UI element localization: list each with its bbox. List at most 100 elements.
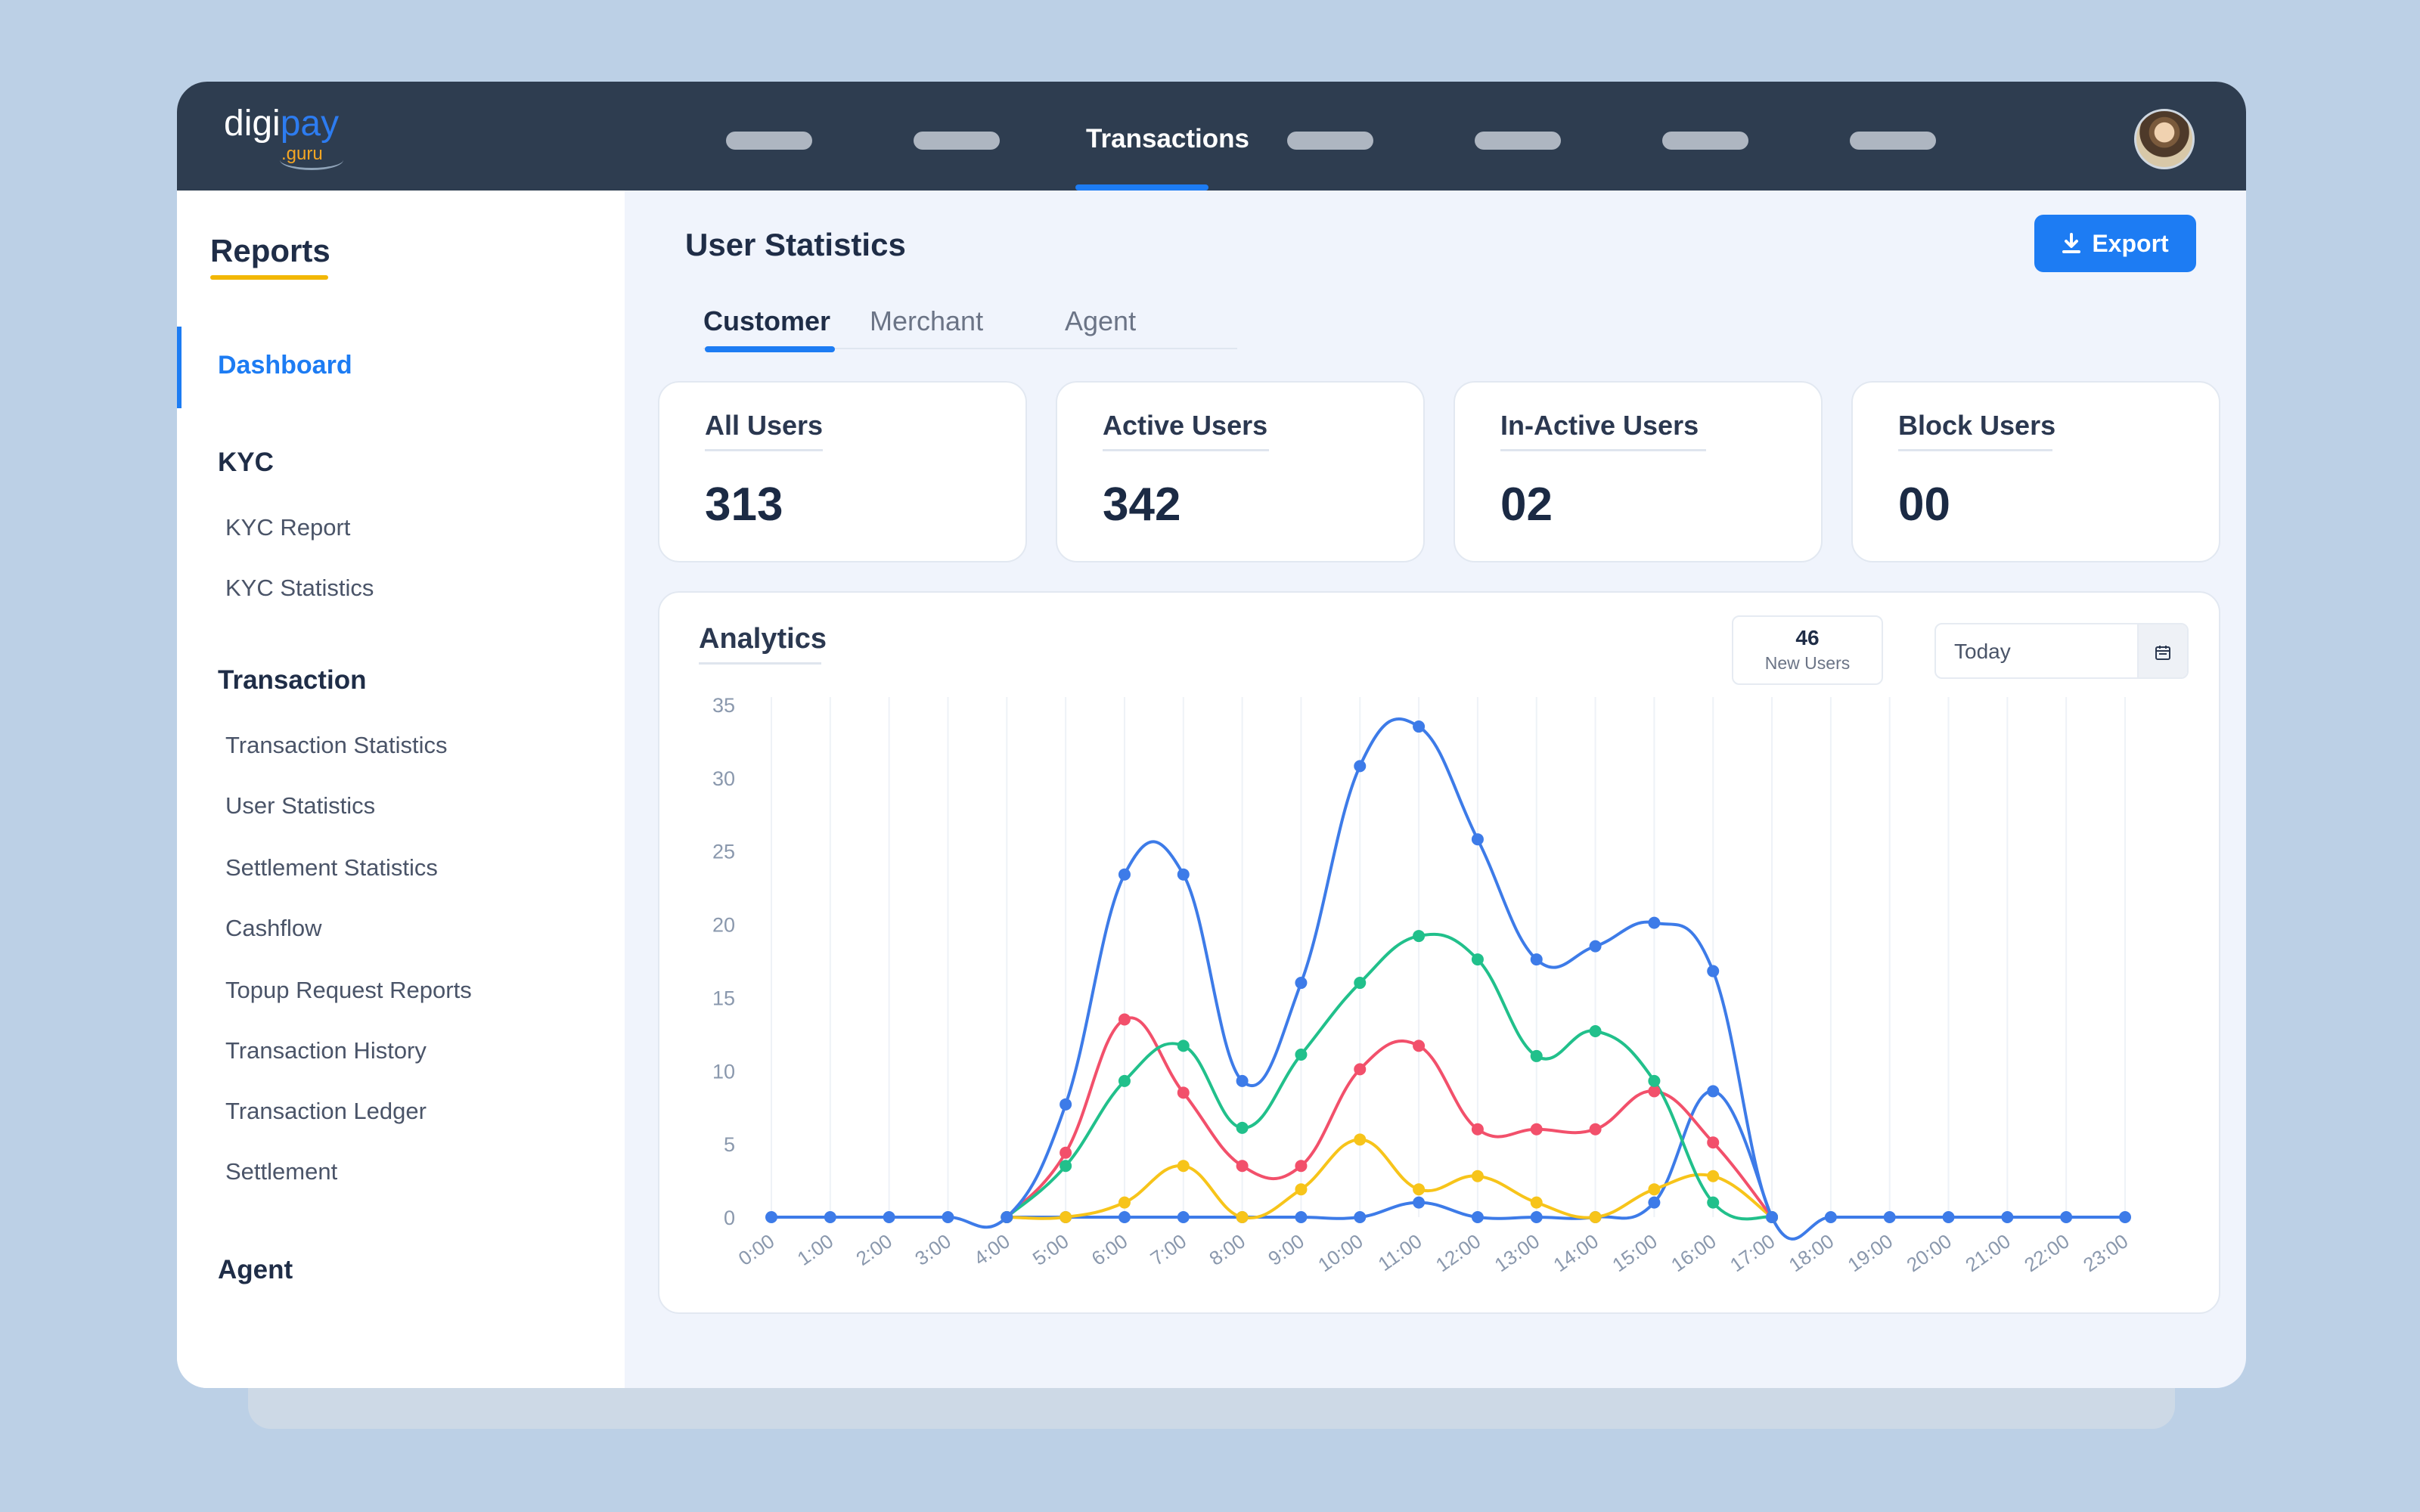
sidebar-item-transaction-statistics[interactable]: Transaction Statistics — [225, 732, 448, 758]
date-picker[interactable]: Today — [1934, 623, 2189, 679]
sidebar-item-user-statistics[interactable]: User Statistics — [225, 792, 376, 819]
sidebar-item-kyc-report[interactable]: KYC Report — [225, 514, 351, 541]
data-point-0 — [2001, 1211, 2014, 1223]
stat-card-block-users[interactable]: Block Users 00 — [1851, 381, 2220, 562]
sidebar-section-kyc[interactable]: KYC — [218, 448, 274, 477]
data-point-0 — [883, 1211, 895, 1223]
data-point-3 — [1530, 1196, 1543, 1209]
data-point-3 — [1236, 1211, 1249, 1223]
user-avatar[interactable] — [2134, 109, 2195, 169]
stat-label-block-users: Block Users — [1898, 410, 2056, 441]
x-tick-label: 3:00 — [911, 1229, 955, 1270]
x-tick-label: 0:00 — [734, 1229, 779, 1270]
data-point-2 — [1295, 1160, 1308, 1173]
sidebar-section-transaction[interactable]: Transaction — [218, 665, 367, 695]
stat-card-active-users[interactable]: Active Users 342 — [1056, 381, 1425, 562]
data-point-4 — [1707, 1085, 1720, 1098]
data-point-0 — [2119, 1211, 2131, 1223]
stat-card-all-users-box[interactable]: All Users 313 — [658, 381, 1027, 562]
new-users-count: 46 — [1795, 626, 1820, 649]
nav-item-placeholder-6[interactable] — [1850, 132, 1936, 150]
x-tick-label: 13:00 — [1491, 1229, 1544, 1276]
analytics-title-underline — [699, 662, 821, 665]
data-point-0 — [1766, 1211, 1779, 1223]
x-tick-label: 23:00 — [2079, 1229, 2133, 1276]
sidebar: Reports Dashboard KYC KYC Report KYC Sta… — [177, 191, 625, 1388]
x-tick-label: 2:00 — [852, 1229, 896, 1270]
sidebar-item-topup-request-reports[interactable]: Topup Request Reports — [225, 977, 472, 1003]
stat-card-inactive-users[interactable]: In-Active Users 02 — [1454, 381, 1823, 562]
data-point-2 — [1354, 1063, 1367, 1076]
data-point-0 — [1942, 1211, 1955, 1223]
y-tick-label: 10 — [712, 1060, 735, 1083]
sidebar-item-cashflow[interactable]: Cashflow — [225, 915, 322, 941]
sidebar-item-transaction-history[interactable]: Transaction History — [225, 1037, 427, 1064]
sidebar-item-settlement-statistics[interactable]: Settlement Statistics — [225, 854, 438, 881]
stat-label-all-users: All Users — [705, 410, 824, 441]
y-tick-label: 20 — [712, 914, 735, 937]
sidebar-item-kyc-statistics[interactable]: KYC Statistics — [225, 575, 374, 601]
top-navbar: digipay .guru Transactions — [177, 82, 2246, 191]
data-point-0 — [1883, 1211, 1896, 1223]
data-point-1 — [1589, 1024, 1602, 1037]
nav-item-placeholder-1[interactable] — [726, 132, 812, 150]
x-tick-label: 10:00 — [1314, 1229, 1367, 1276]
x-tick-label: 5:00 — [1028, 1229, 1073, 1270]
y-tick-label: 25 — [712, 841, 735, 863]
x-tick-label: 14:00 — [1549, 1229, 1602, 1276]
nav-item-placeholder-5[interactable] — [1662, 132, 1748, 150]
stat-label-underline — [1898, 449, 2052, 451]
x-tick-label: 16:00 — [1667, 1229, 1720, 1276]
data-point-3 — [1413, 1183, 1426, 1196]
stat-value-block-users: 00 — [1898, 479, 1950, 531]
x-tick-label: 11:00 — [1374, 1229, 1426, 1275]
tab-agent[interactable]: Agent — [1065, 305, 1137, 336]
download-icon — [2062, 233, 2081, 253]
x-tick-label: 1:00 — [793, 1229, 838, 1270]
sidebar-item-transaction-ledger[interactable]: Transaction Ledger — [225, 1098, 427, 1124]
app-logo[interactable]: digipay .guru — [224, 103, 343, 171]
x-tick-label: 7:00 — [1146, 1229, 1191, 1270]
x-tick-label: 9:00 — [1264, 1229, 1308, 1270]
nav-item-placeholder-2[interactable] — [914, 132, 1000, 150]
data-point-0 — [765, 1211, 777, 1223]
sidebar-section-agent[interactable]: Agent — [218, 1255, 293, 1284]
stat-value-active-users: 342 — [1103, 479, 1181, 531]
data-point-2 — [1236, 1160, 1249, 1173]
stat-label-active-users: Active Users — [1103, 410, 1268, 441]
calendar-icon[interactable] — [2137, 624, 2187, 677]
y-tick-label: 30 — [712, 767, 735, 790]
date-picker-value: Today — [1954, 640, 2011, 663]
data-point-0 — [942, 1211, 954, 1223]
new-users-badge: 46 New Users — [1732, 615, 1883, 685]
data-point-0 — [1413, 720, 1426, 733]
tabs-baseline — [703, 348, 1237, 349]
data-point-2 — [1413, 1040, 1426, 1052]
tab-customer[interactable]: Customer — [703, 305, 831, 336]
nav-item-placeholder-3[interactable] — [1287, 132, 1373, 150]
tab-active-indicator — [705, 346, 835, 352]
data-point-3 — [1648, 1183, 1661, 1196]
data-point-4 — [1118, 1211, 1131, 1223]
data-point-3 — [1707, 1170, 1720, 1182]
data-point-2 — [1648, 1085, 1661, 1098]
logo-text-main: digi — [224, 104, 281, 144]
data-point-1 — [1177, 1040, 1190, 1052]
data-point-0 — [1354, 760, 1367, 773]
sidebar-item-dashboard[interactable]: Dashboard — [218, 351, 352, 380]
sidebar-item-settlement[interactable]: Settlement — [225, 1158, 338, 1185]
logo-text-accent: pay — [280, 104, 340, 144]
data-point-4 — [1177, 1211, 1190, 1223]
stat-label-underline — [1103, 449, 1269, 451]
nav-item-placeholder-4[interactable] — [1475, 132, 1561, 150]
sidebar-title: Reports — [210, 233, 330, 268]
x-tick-label: 18:00 — [1785, 1229, 1838, 1276]
x-tick-label: 22:00 — [2020, 1229, 2074, 1276]
data-point-1 — [1471, 953, 1484, 966]
data-point-1 — [1354, 977, 1367, 990]
data-point-2 — [1060, 1146, 1072, 1159]
export-button[interactable]: Export — [2034, 215, 2196, 272]
tab-merchant[interactable]: Merchant — [870, 305, 984, 336]
data-point-3 — [1177, 1160, 1190, 1173]
nav-item-transactions[interactable]: Transactions — [1086, 124, 1249, 153]
